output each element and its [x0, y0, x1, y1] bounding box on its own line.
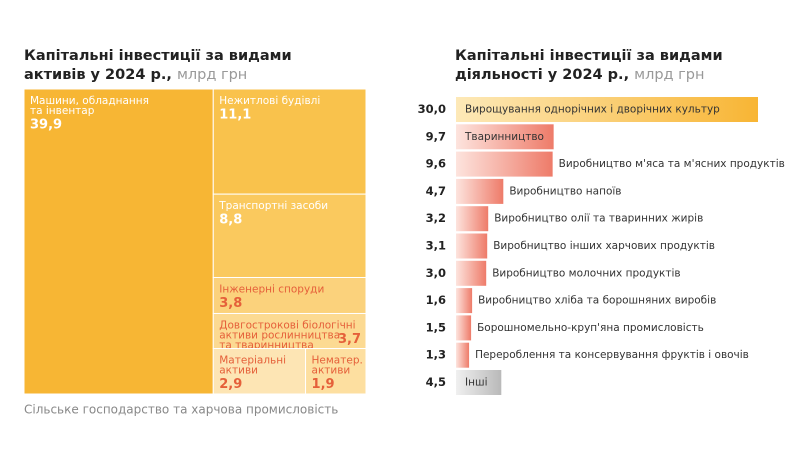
value-label: 4,7 — [426, 184, 446, 198]
cell-label: Інженерні споруди — [219, 283, 324, 295]
cell-label: Транспортні засоби — [218, 200, 328, 212]
value-label: 4,5 — [426, 375, 446, 389]
cell-value: 3,7 — [338, 332, 361, 347]
category-label: Виробництво молочних продуктів — [492, 267, 680, 279]
treemap-cell — [212, 88, 367, 195]
category-label: Інші — [465, 377, 488, 389]
cell-label: Матеріальні — [219, 355, 286, 367]
value-label: 3,1 — [426, 239, 446, 253]
bar-title: Капітальні інвестиції за видами — [455, 48, 723, 64]
category-label: Виробництво олії та тваринних жирів — [494, 213, 703, 225]
value-label: 9,7 — [426, 129, 446, 143]
value-label: 3,2 — [426, 211, 446, 225]
cell-label: активи — [312, 365, 351, 377]
value-label: 1,6 — [426, 293, 446, 307]
cell-label: Нежитлові будівлі — [219, 95, 320, 107]
note: Сільське господарство та харчова промисл… — [24, 403, 338, 417]
bar — [456, 315, 472, 341]
value-label: 30,0 — [418, 102, 446, 116]
bar — [456, 97, 758, 122]
category-label: Тваринництво — [464, 131, 544, 143]
treemap-cell — [212, 312, 367, 350]
cell-label: Нематер. — [312, 355, 363, 367]
cell-value: 39,9 — [30, 118, 62, 133]
treemap-cell — [212, 276, 367, 314]
bar — [456, 233, 488, 259]
category-label: Виробництво напоїв — [509, 185, 621, 197]
bar — [456, 370, 502, 395]
category-label: Борошномельно-круп'яна промисловість — [477, 322, 704, 334]
bar — [456, 342, 470, 368]
cell-label: Машини, обладнання — [30, 95, 149, 107]
title-line: активів у 2024 р., — [24, 67, 172, 83]
cell-value: 11,1 — [219, 108, 251, 123]
title-line: діяльності у 2024 р., — [455, 67, 629, 83]
treemap-cell — [212, 348, 307, 395]
treemap-cell — [305, 348, 367, 395]
value-label: 1,5 — [426, 320, 446, 334]
cell-label: Довгострокові біологічні — [219, 319, 355, 331]
bar — [456, 124, 554, 150]
cell-label: та інвентар — [30, 105, 95, 117]
cell-label: активи — [219, 365, 258, 377]
category-label: Перероблення та консервування фруктів і … — [475, 349, 749, 361]
category-label: Виробництво хліба та борошняних виробів — [478, 295, 716, 307]
category-label: Виробництво м'яса та м'ясних продуктів — [559, 158, 785, 170]
bar — [456, 178, 504, 204]
value-label: 3,0 — [426, 266, 446, 280]
cell-value: 8,8 — [219, 213, 242, 228]
category-label: Вирощування однорічних і дворічних культ… — [465, 104, 720, 116]
cell-value: 2,9 — [219, 377, 242, 392]
value-label: 1,3 — [426, 348, 446, 362]
value-label: 9,6 — [426, 157, 446, 171]
treemap-title: активів у 2024 р., млрд грн — [24, 67, 247, 83]
cell-label: активи рослинництва — [219, 329, 340, 341]
bar — [456, 260, 487, 286]
unit: млрд грн — [177, 67, 247, 83]
bar — [456, 151, 553, 177]
bar-title: діяльності у 2024 р., млрд грн — [455, 67, 705, 83]
cell-value: 3,8 — [219, 296, 242, 311]
category-label: Виробництво інших харчових продуктів — [493, 240, 715, 252]
treemap-title: Капітальні інвестиції за видами — [24, 48, 292, 64]
unit: млрд грн — [634, 67, 704, 83]
cell-value: 1,9 — [312, 377, 335, 392]
bar — [456, 288, 473, 314]
bar — [456, 206, 489, 232]
treemap-cell — [23, 88, 214, 395]
